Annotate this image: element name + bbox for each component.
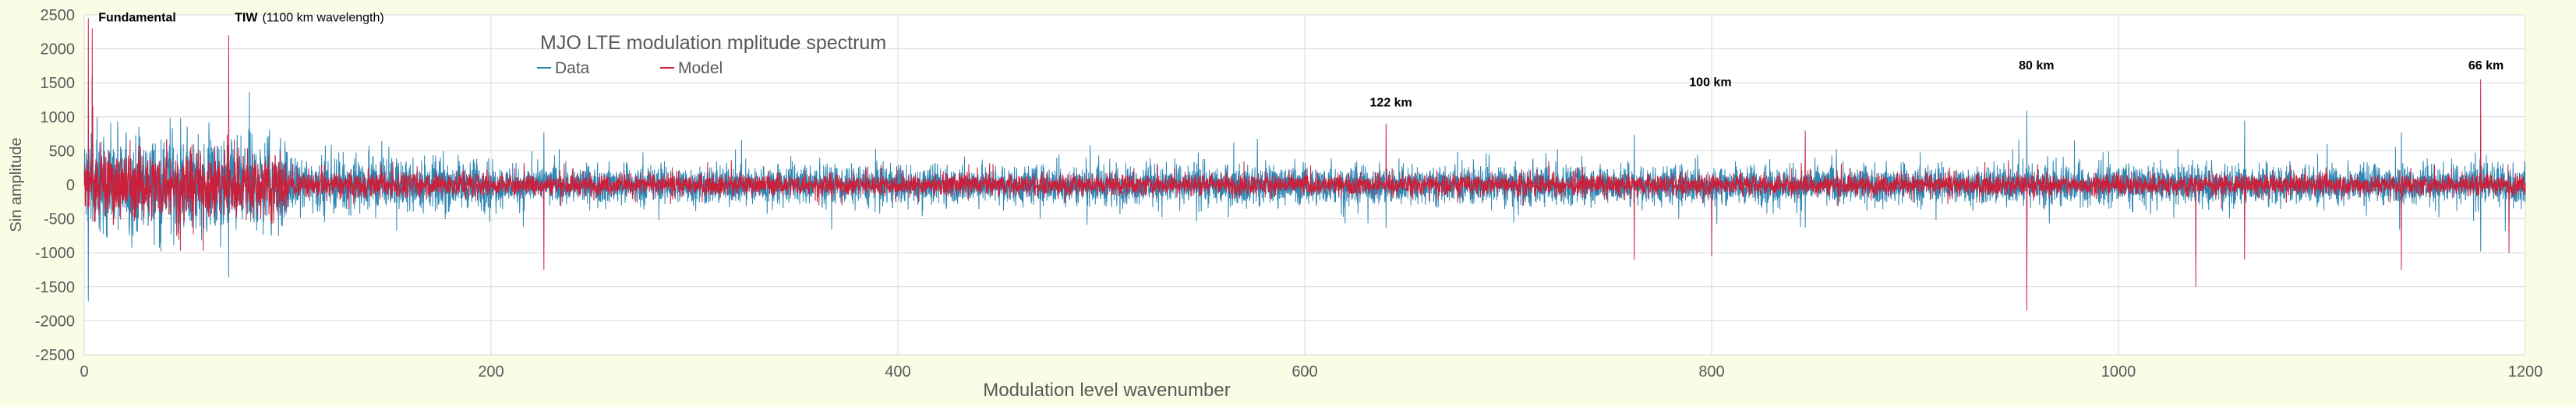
- annotations: Fundamental TIW (1100 km wavelength) 122 km…: [98, 12, 2504, 110]
- chart-title: MJO LTE modulation mplitude spectrum: [540, 32, 886, 54]
- y-tick-label: -1500: [35, 279, 75, 296]
- annotation-label: TIW (1100 km wavelength): [235, 12, 384, 25]
- legend: Data Model: [537, 59, 723, 77]
- legend-model-label: Model: [678, 59, 723, 77]
- y-tick-label: 1000: [41, 109, 76, 126]
- annotation-label: Fundamental: [98, 12, 176, 25]
- legend-data-label: Data: [555, 59, 590, 77]
- x-tick-label: 1000: [2101, 363, 2136, 380]
- annotation-label: 122 km: [1370, 97, 1412, 110]
- y-tick-label: -2000: [35, 313, 75, 330]
- x-tick-label: 400: [885, 363, 910, 380]
- y-tick-label: 2000: [41, 41, 76, 58]
- x-tick-label: 600: [1292, 363, 1317, 380]
- annotation-label: 66 km: [2468, 59, 2504, 73]
- y-tick-label: -2500: [35, 347, 75, 364]
- y-tick-label: 2500: [41, 7, 76, 24]
- y-tick-label: -500: [44, 211, 75, 228]
- annotation-label: 100 km: [1689, 76, 1731, 90]
- x-axis-title: Modulation level wavenumber: [983, 380, 1231, 401]
- x-tick-label: 800: [1698, 363, 1724, 380]
- y-axis-title: Sin amplitude: [8, 137, 25, 232]
- grid: [83, 14, 2526, 356]
- x-tick-labels: 0 200 400 600 800 1000 1200: [80, 363, 2542, 380]
- x-tick-label: 200: [478, 363, 504, 380]
- x-tick-label: 1200: [2508, 363, 2543, 380]
- y-tick-label: 500: [49, 143, 75, 160]
- annotation-label: 80 km: [2019, 59, 2054, 73]
- series-line-model: [83, 18, 2526, 311]
- x-tick-label: 0: [80, 363, 88, 380]
- series-model: [83, 18, 2526, 311]
- y-tick-label: -1000: [35, 245, 75, 262]
- y-tick-labels: 2500 2000 1500 1000 500 0 -500 -1000 -1500 -2000 -…: [35, 7, 75, 364]
- y-tick-label: 1500: [41, 75, 76, 92]
- y-tick-label: 0: [66, 177, 75, 194]
